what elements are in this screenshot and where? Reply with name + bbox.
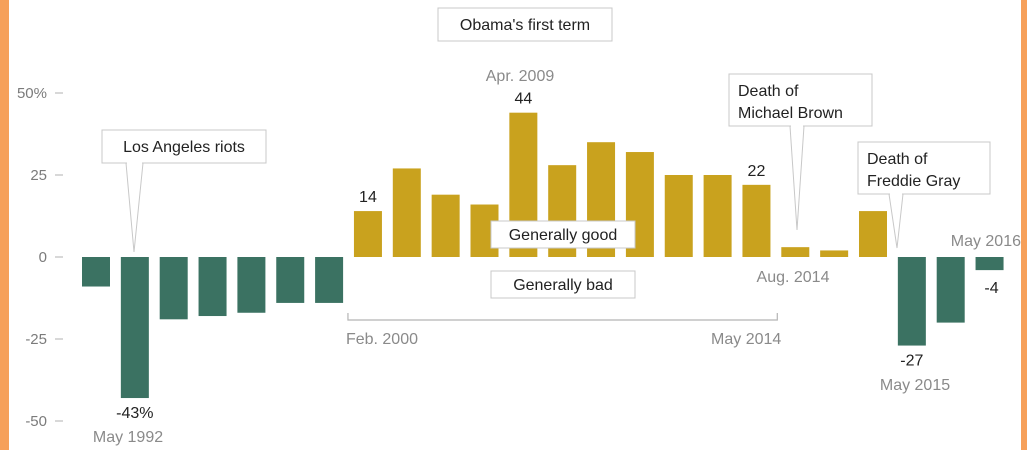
y-tick-label: -50	[25, 413, 47, 430]
annotation-pointer	[888, 193, 904, 249]
annotation-text: Los Angeles riots	[123, 139, 245, 156]
annotation-pointer-join	[791, 125, 803, 127]
bar	[664, 175, 693, 257]
annotation-box	[728, 73, 873, 127]
bar	[198, 257, 227, 317]
annotation-text: Death of	[738, 83, 799, 100]
value-label: 14	[359, 189, 377, 206]
y-tick-label: -25	[25, 331, 47, 348]
bar	[742, 184, 771, 257]
annotation-pointer-join	[890, 193, 902, 195]
value-label: 22	[748, 163, 766, 180]
range-start-label: Feb. 2000	[346, 331, 418, 348]
legend-good-label: Generally good	[509, 227, 618, 244]
date-label: Apr. 2009	[486, 68, 555, 85]
annotation-pointer	[125, 162, 144, 253]
legend: Generally good Generally bad	[490, 220, 636, 299]
bar	[431, 194, 460, 257]
annotation-pointer	[789, 125, 805, 231]
bar	[353, 211, 382, 257]
legend-good-box	[490, 220, 636, 249]
annotation-obama: Obama's first term	[437, 7, 613, 42]
range-bracket: Feb. 2000 May 2014	[346, 313, 781, 348]
annotation-la-riots: Los Angeles riots	[101, 129, 267, 253]
bar-labels: -43% 14 44 22 -27 -4 May 1992 Apr. 2009 Aug. 201…	[93, 68, 1021, 446]
y-tick-label: 0	[39, 249, 47, 266]
bar	[975, 257, 1004, 271]
y-tick-label: 50%	[17, 85, 47, 102]
value-label: -27	[900, 353, 923, 370]
right-frame-strip	[1021, 0, 1027, 450]
annotation-michael-brown: Death of Michael Brown	[728, 73, 873, 231]
bar	[897, 257, 926, 346]
range-end-label: May 2014	[711, 331, 781, 348]
annotation-text: Death of	[867, 151, 928, 168]
annotation-text: Obama's first term	[460, 17, 590, 34]
bar	[936, 257, 965, 323]
bar	[703, 175, 732, 257]
bar	[120, 257, 149, 399]
annotation-text: Michael Brown	[738, 105, 843, 122]
annotation-freddie-gray: Death of Freddie Gray	[857, 141, 991, 249]
date-label: May 2015	[880, 377, 950, 394]
annotations: Los Angeles riots Obama's first term Death…	[101, 7, 991, 253]
value-label: -4	[984, 280, 998, 297]
annotation-box	[857, 141, 991, 195]
left-frame-strip	[0, 0, 9, 450]
date-label: May 1992	[93, 429, 163, 446]
value-label: 44	[514, 91, 532, 108]
bar	[237, 257, 266, 313]
bar	[315, 257, 344, 303]
bar	[159, 257, 188, 320]
bar	[820, 250, 849, 257]
bar	[392, 168, 421, 257]
legend-bad-box	[490, 270, 636, 299]
bar	[781, 247, 810, 257]
bar	[276, 257, 305, 303]
annotation-box	[437, 7, 613, 42]
annotation-text: Freddie Gray	[867, 173, 960, 190]
bar	[82, 257, 110, 287]
annotation-box	[101, 129, 267, 164]
date-label: Aug. 2014	[757, 269, 830, 286]
value-label: -43%	[116, 405, 153, 422]
bar	[859, 211, 887, 257]
y-axis: 50% 25 0 -25 -50	[17, 85, 63, 430]
date-label: May 2016	[951, 233, 1021, 250]
annotation-pointer-join	[127, 162, 142, 164]
legend-bad-label: Generally bad	[513, 277, 613, 294]
y-tick-label: 25	[30, 167, 47, 184]
range-bracket-line	[347, 313, 778, 321]
